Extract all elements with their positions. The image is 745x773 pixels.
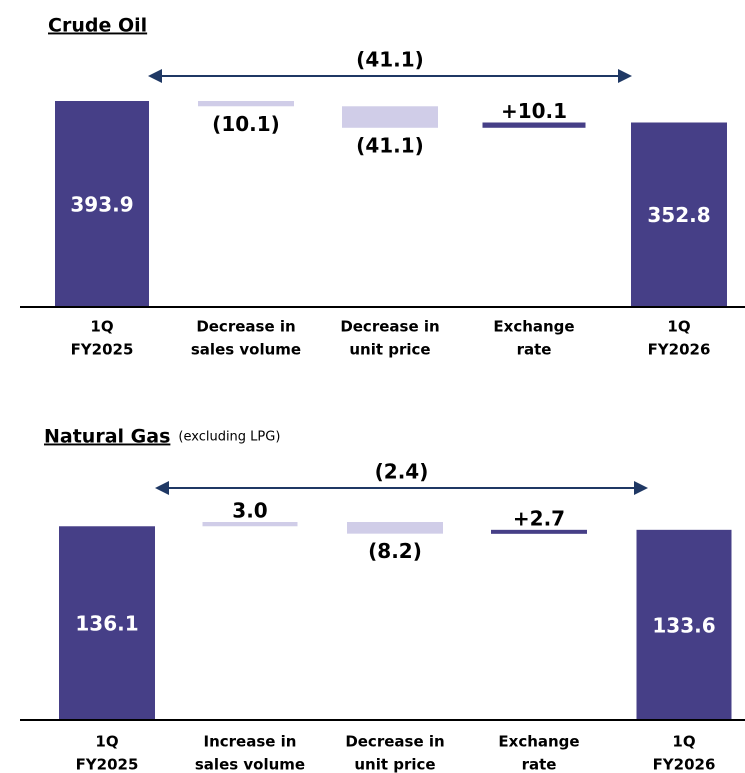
arrow-head (148, 69, 162, 83)
arrow-head (634, 481, 648, 495)
value-label: 3.0 (232, 499, 267, 523)
category-label: sales volume (191, 341, 301, 359)
chart-subtitle: (excluding LPG) (178, 430, 280, 445)
value-label: (8.2) (368, 539, 422, 563)
category-label: Exchange (498, 733, 579, 751)
category-label: FY2025 (71, 341, 134, 359)
value-label: 393.9 (70, 193, 133, 217)
value-label: +10.1 (501, 99, 567, 123)
bar (342, 106, 438, 128)
arrow-head (618, 69, 632, 83)
total-label: (2.4) (375, 460, 429, 484)
bar (347, 522, 443, 534)
bar (636, 529, 732, 720)
total-label: (41.1) (356, 48, 424, 72)
bar (59, 526, 155, 720)
value-label: 136.1 (75, 612, 138, 636)
category-label: Decrease in (340, 318, 439, 336)
category-label: Exchange (493, 318, 574, 336)
category-label: rate (517, 341, 552, 359)
value-label: +2.7 (513, 506, 565, 530)
category-label: sales volume (195, 756, 305, 773)
category-label: FY2026 (653, 756, 716, 773)
value-label: 352.8 (647, 203, 710, 227)
category-label: Increase in (204, 733, 297, 751)
category-label: 1Q (90, 318, 113, 336)
category-label: rate (522, 756, 557, 773)
bar (631, 122, 727, 307)
category-label: unit price (349, 341, 430, 359)
value-label: (10.1) (212, 112, 280, 136)
category-label: 1Q (95, 733, 118, 751)
category-label: unit price (354, 756, 435, 773)
bar (55, 101, 149, 307)
category-label: Decrease in (196, 318, 295, 336)
bar (202, 522, 298, 527)
chart-title: Natural Gas (44, 426, 170, 448)
category-label: FY2025 (76, 756, 139, 773)
category-label: 1Q (672, 733, 695, 751)
value-label: (41.1) (356, 133, 424, 157)
category-label: Decrease in (345, 733, 444, 751)
category-label: 1Q (667, 318, 690, 336)
category-label: FY2026 (648, 341, 711, 359)
chart-title: Crude Oil (48, 15, 147, 37)
bar (491, 529, 587, 534)
bar (198, 101, 294, 107)
value-label: 133.6 (652, 613, 715, 637)
arrow-head (155, 481, 169, 495)
bar (482, 122, 586, 128)
